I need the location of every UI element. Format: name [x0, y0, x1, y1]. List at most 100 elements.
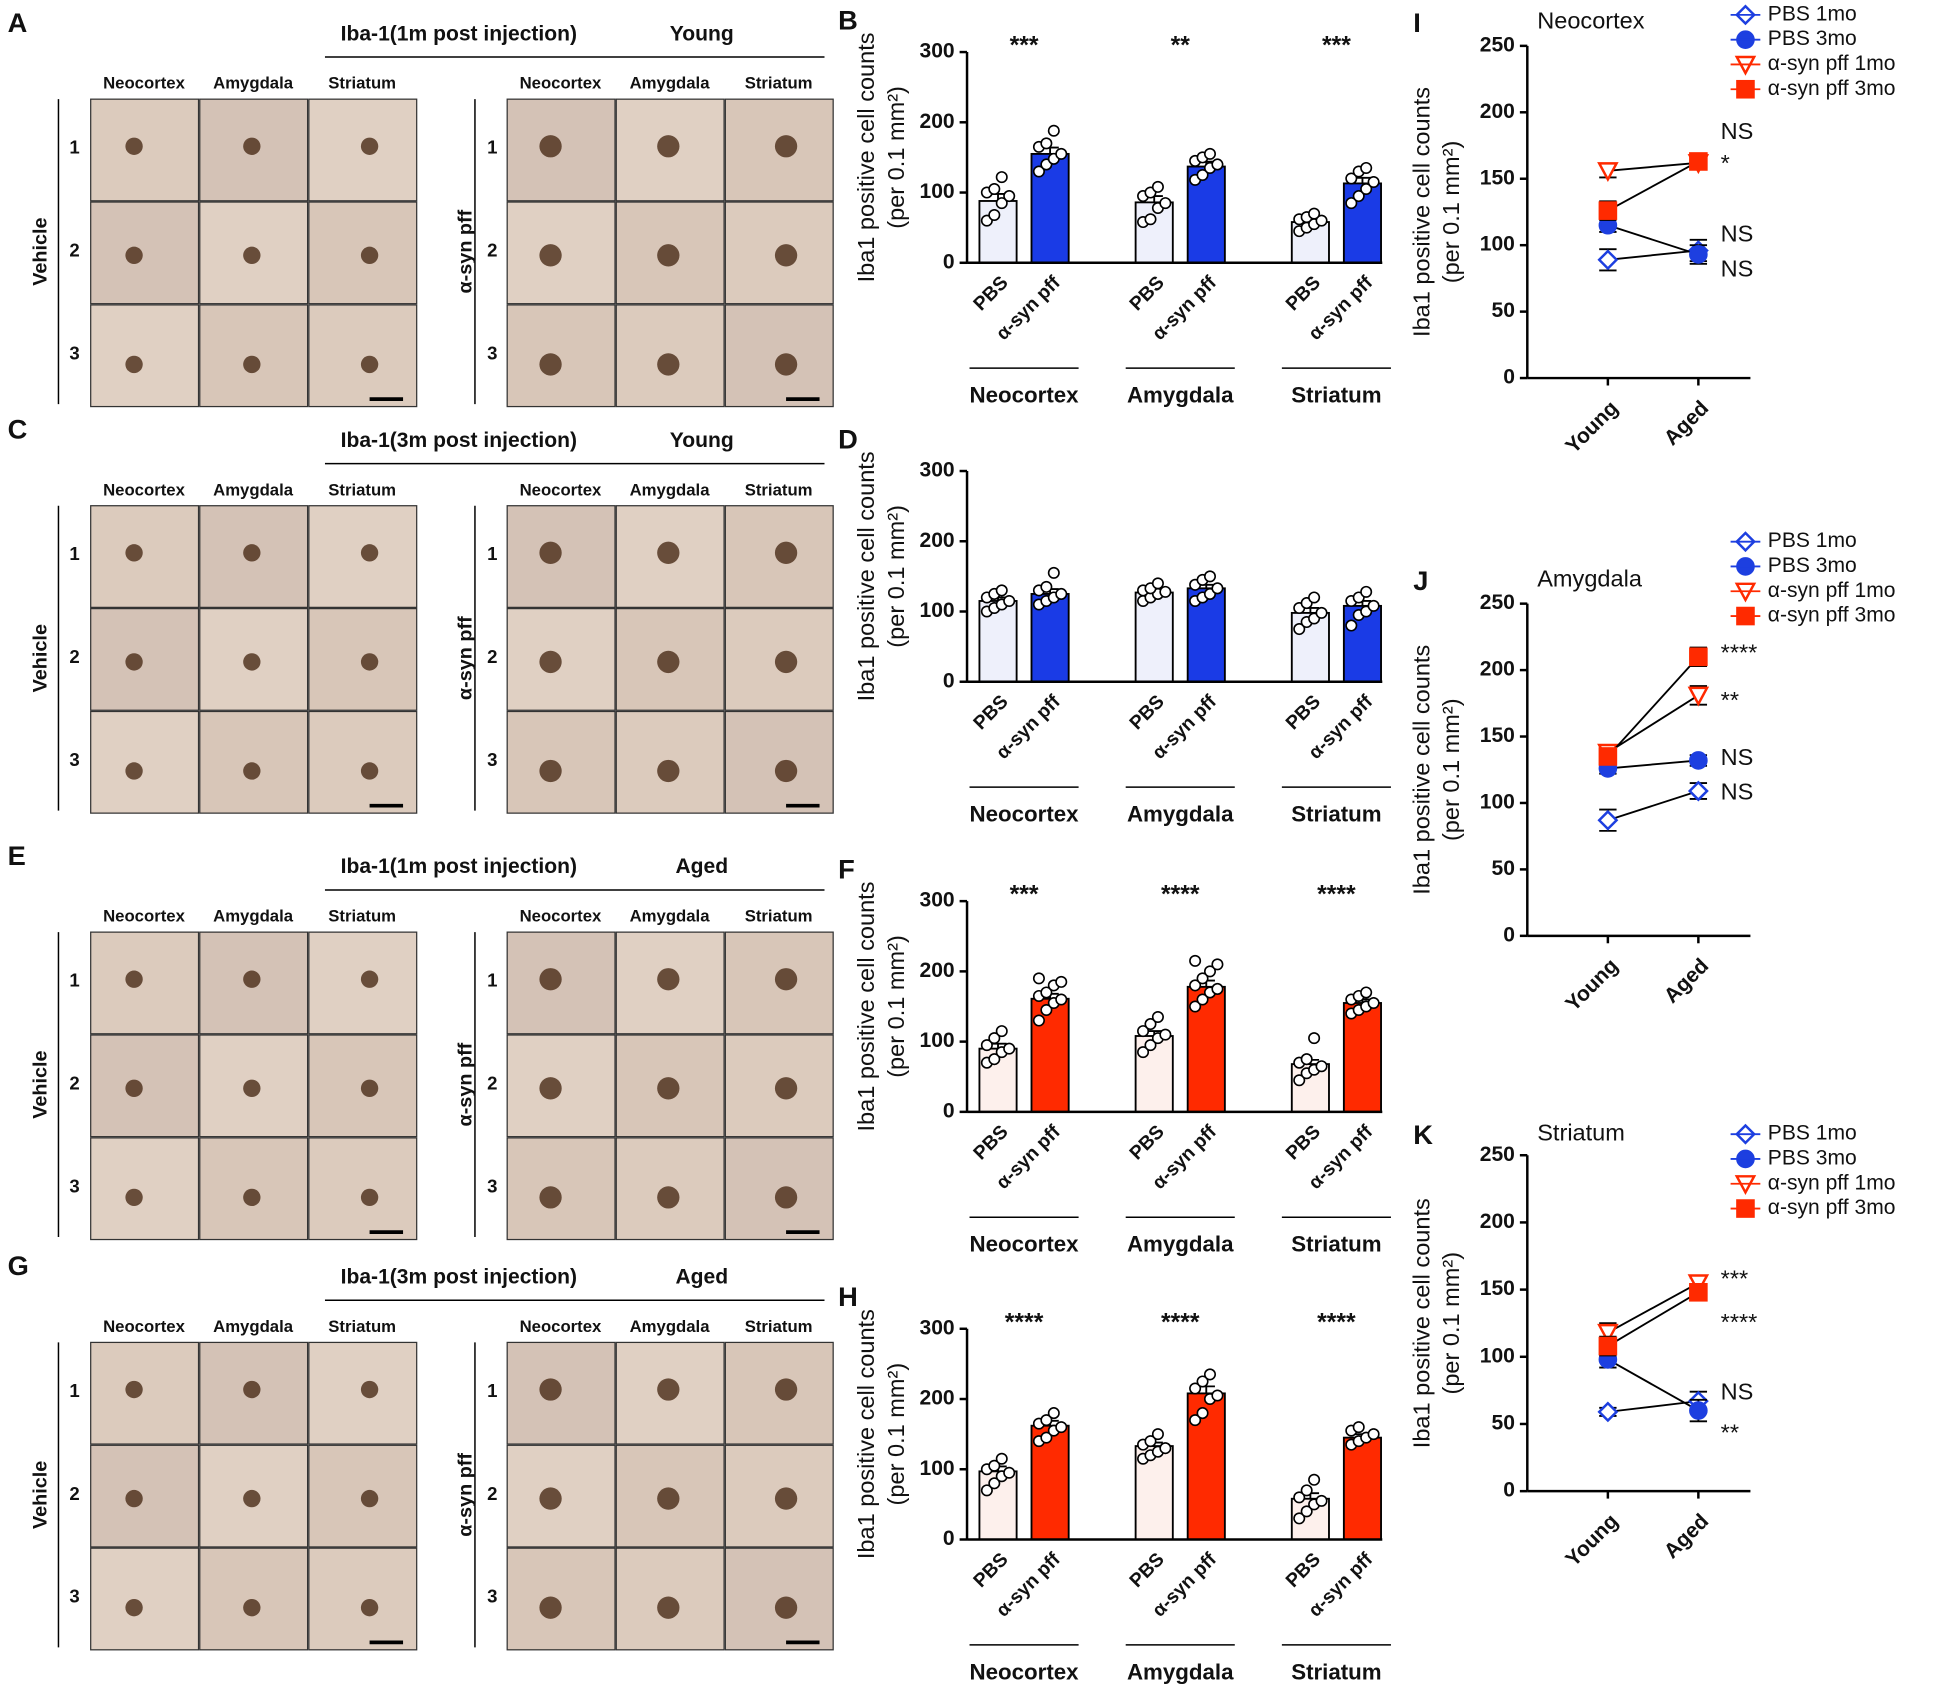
cell-blob	[539, 968, 562, 991]
group-label: Striatum	[1291, 802, 1381, 827]
condition-label: α-syn pff	[455, 209, 477, 293]
bar	[1134, 591, 1174, 683]
y-tick-label: 0	[943, 669, 955, 692]
panel-group: Young	[670, 429, 734, 452]
cell-blob	[125, 355, 143, 374]
x-tick-label: Young	[1561, 1510, 1622, 1571]
significance: ***	[1010, 882, 1039, 909]
series-line	[1607, 1358, 1699, 1412]
column-label: Neocortex	[103, 907, 185, 926]
data-point	[1308, 1032, 1321, 1045]
significance: ****	[1161, 1309, 1200, 1336]
cell-blob	[539, 1077, 562, 1100]
column-label: Neocortex	[520, 480, 602, 499]
data-point	[1345, 619, 1358, 632]
data-point	[1189, 954, 1202, 967]
data-point	[1151, 577, 1164, 590]
y-axis-label: Iba1 positive cell counts	[853, 451, 879, 701]
data-point	[1360, 161, 1373, 174]
data-point	[1032, 1014, 1045, 1027]
data-point	[1137, 1025, 1150, 1038]
cell-blob	[774, 759, 798, 783]
y-tick-label: 200	[919, 110, 954, 133]
micrograph	[308, 710, 418, 814]
cell-blob	[774, 244, 798, 267]
y-tick-label: 0	[943, 1527, 955, 1550]
micrograph	[506, 98, 616, 202]
marker	[1597, 809, 1619, 831]
data-point	[1196, 1375, 1209, 1388]
cell-blob	[774, 135, 798, 158]
panel-label: C	[8, 414, 28, 445]
legend-label: PBS 3mo	[1768, 554, 1857, 577]
y-axis-label: (per 0.1 mm²)	[883, 86, 909, 229]
micrograph	[506, 505, 616, 608]
data-point	[1055, 147, 1068, 160]
marker	[1689, 1401, 1708, 1420]
cell-blob	[539, 1487, 562, 1510]
legend-label: PBS 1mo	[1768, 1122, 1857, 1145]
panel-title: Iba-1(3m post injection)	[341, 429, 577, 452]
marker	[1597, 162, 1619, 183]
data-point	[1360, 986, 1373, 999]
cell-blob	[243, 1188, 261, 1207]
significance: ***	[1721, 1266, 1748, 1292]
data-point	[1040, 1003, 1053, 1017]
cell-blob	[539, 244, 562, 267]
cell-blob	[243, 1489, 261, 1508]
micrograph	[308, 1137, 418, 1241]
y-tick-label: 150	[1480, 166, 1515, 189]
y-tick-label: 0	[1503, 1479, 1515, 1502]
cell-blob	[539, 650, 562, 674]
cell-blob	[243, 1380, 261, 1399]
micrograph	[90, 505, 200, 608]
cell-blob	[360, 1188, 379, 1207]
cell-blob	[774, 968, 798, 991]
x-tick-label: Aged	[1660, 954, 1713, 1007]
data-point	[1345, 197, 1358, 210]
data-point	[1300, 1505, 1313, 1518]
cell-blob	[125, 1380, 143, 1399]
y-tick-label: 200	[919, 1387, 954, 1410]
column-label: Neocortex	[103, 480, 185, 499]
column-label: Striatum	[328, 1317, 396, 1336]
y-tick-label: 300	[919, 40, 954, 63]
marker	[1687, 686, 1710, 707]
cell-blob	[657, 1077, 680, 1100]
data-point	[995, 1025, 1008, 1038]
data-point	[1367, 1428, 1380, 1441]
data-point	[1032, 972, 1045, 985]
column-label: Neocortex	[520, 74, 602, 93]
row-label: 2	[69, 240, 79, 261]
marker	[1689, 152, 1708, 171]
cell-blob	[774, 1596, 798, 1619]
cell-blob	[243, 653, 261, 671]
x-tick-label: PBS	[970, 691, 1013, 734]
micrograph	[506, 710, 616, 814]
y-tick-label: 50	[1491, 857, 1514, 880]
data-point	[1315, 1494, 1328, 1507]
cell-blob	[360, 1079, 379, 1097]
row-label: 3	[487, 1586, 497, 1607]
micrograph	[308, 304, 418, 408]
micrograph	[506, 931, 616, 1035]
data-point	[1047, 1407, 1060, 1420]
row-label: 2	[487, 646, 497, 667]
data-point	[1003, 1042, 1016, 1055]
cell-blob	[243, 970, 261, 988]
cell-blob	[243, 1598, 261, 1617]
row-label: 1	[487, 970, 497, 991]
cell-blob	[774, 1378, 798, 1401]
cell-blob	[657, 650, 680, 674]
data-point	[1293, 1074, 1306, 1087]
column-label: Striatum	[745, 74, 813, 93]
data-point	[1032, 165, 1045, 178]
data-point	[1203, 965, 1217, 978]
data-point	[1003, 594, 1016, 607]
bar	[1342, 1002, 1382, 1113]
data-point	[1144, 1039, 1157, 1052]
cell-blob	[125, 762, 143, 780]
y-axis-label: Iba1 positive cell counts	[853, 32, 879, 282]
data-point	[988, 1032, 1001, 1045]
chart-title: Striatum	[1537, 1119, 1625, 1145]
